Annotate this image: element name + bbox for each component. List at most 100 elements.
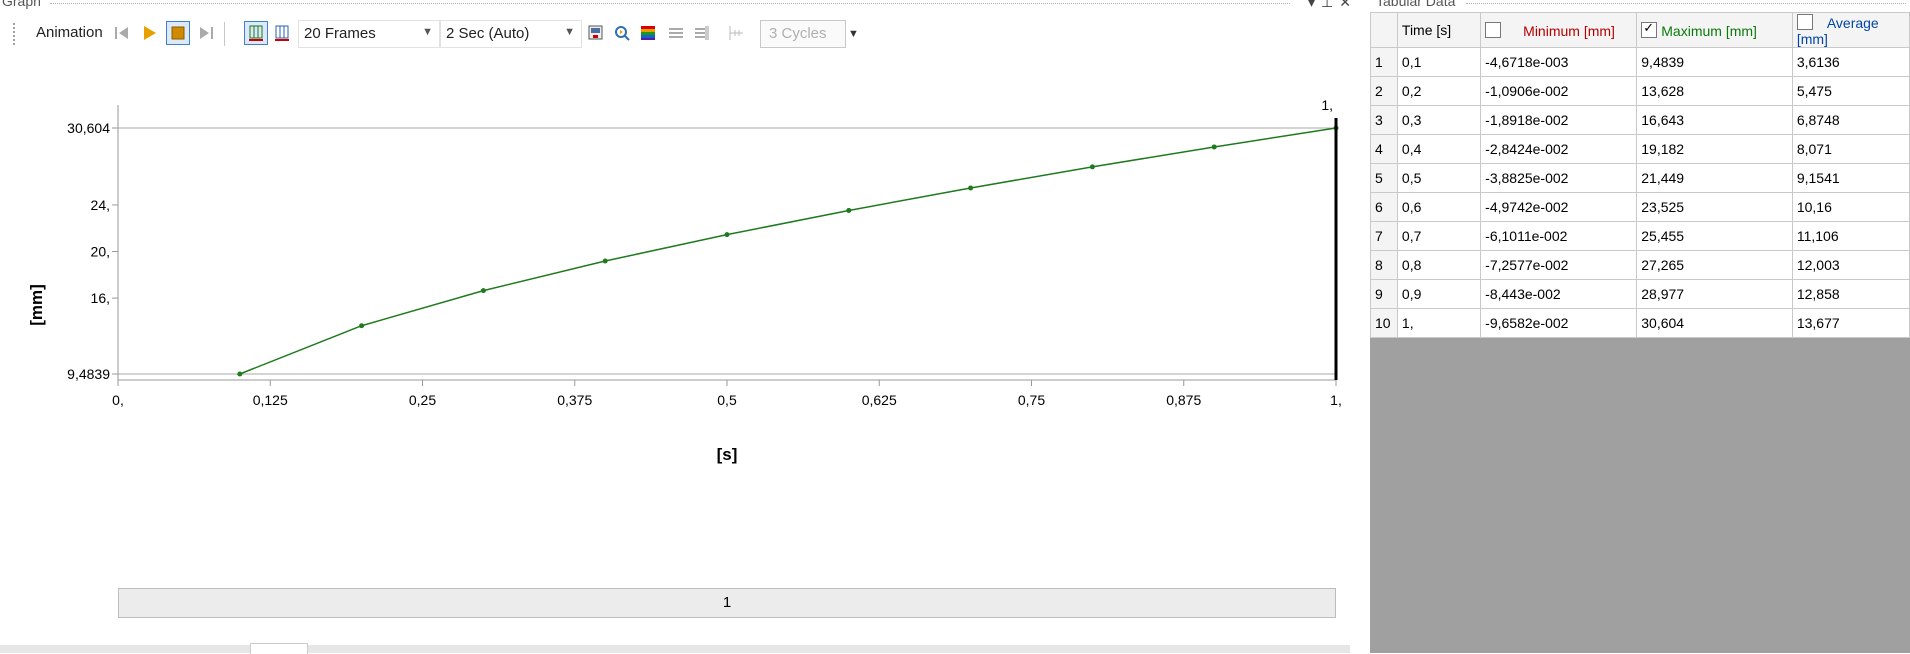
minimum-cell: -1,8918e-002 bbox=[1480, 105, 1638, 135]
table-row[interactable]: 5 0,5 -3,8825e-002 21,449 9,1541 bbox=[1370, 163, 1910, 193]
x-tick-label: 0,375 bbox=[557, 392, 592, 408]
average-header-label: Average [mm] bbox=[1796, 14, 1879, 47]
y-tick-label: 30,604 bbox=[67, 120, 110, 136]
cycles-select[interactable]: 3 Cycles bbox=[760, 20, 846, 48]
table-header-row: Time [s] Minimum [mm] Maximum [mm] Avera… bbox=[1370, 12, 1910, 48]
maximum-cell: 16,643 bbox=[1636, 105, 1793, 135]
average-cell: 3,6136 bbox=[1791, 47, 1910, 77]
table-row[interactable]: 8 0,8 -7,2577e-002 27,265 12,003 bbox=[1370, 250, 1910, 280]
maximum-header-label: Maximum [mm] bbox=[1661, 22, 1757, 39]
toolbar-grip[interactable] bbox=[12, 22, 16, 46]
maximum-cell: 19,182 bbox=[1636, 134, 1793, 164]
row-number-cell: 3 bbox=[1370, 105, 1398, 135]
average-checkbox[interactable] bbox=[1796, 13, 1813, 30]
time-column-header[interactable]: Time [s] bbox=[1396, 12, 1482, 48]
row-number-cell: 2 bbox=[1370, 76, 1398, 106]
previous-frame-icon[interactable] bbox=[110, 21, 134, 45]
row-number-cell: 9 bbox=[1370, 279, 1398, 309]
average-cell: 5,475 bbox=[1791, 76, 1910, 106]
y-tick-label: 16, bbox=[91, 290, 110, 306]
x-tick-label: 0,25 bbox=[409, 392, 436, 408]
x-tick-label: 0,875 bbox=[1166, 392, 1201, 408]
pin-icon[interactable]: ⊥ bbox=[1321, 0, 1340, 10]
y-tick-label: 24, bbox=[91, 197, 110, 213]
average-cell: 9,1541 bbox=[1791, 163, 1910, 193]
next-frame-icon[interactable] bbox=[194, 21, 218, 45]
minimum-header-label: Minimum [mm] bbox=[1523, 22, 1615, 39]
frames-select-value: 20 Frames bbox=[304, 25, 376, 42]
chevron-down-icon: ▼ bbox=[422, 26, 433, 38]
row-number-cell: 10 bbox=[1370, 308, 1398, 338]
dropdown-arrow-icon[interactable]: ▾ bbox=[1308, 0, 1322, 10]
maximum-column-header[interactable]: Maximum [mm] bbox=[1636, 12, 1793, 48]
minimum-cell: -2,8424e-002 bbox=[1480, 134, 1638, 164]
time-cell: 0,9 bbox=[1396, 279, 1482, 309]
minimum-cell: -7,2577e-002 bbox=[1480, 250, 1638, 280]
bottom-tab[interactable] bbox=[250, 643, 308, 654]
previous-cycle-icon[interactable] bbox=[664, 21, 688, 45]
minimum-cell: -6,1011e-002 bbox=[1480, 221, 1638, 251]
toolbar-separator bbox=[224, 22, 225, 46]
cycles-icon[interactable] bbox=[724, 21, 748, 45]
displacement-chart: [mm] 9,4839 16, 20, 24, 30,604 0, 0,125 0,25 0,… bbox=[27, 97, 1342, 464]
next-cycle-icon[interactable] bbox=[690, 21, 714, 45]
table-row[interactable]: 2 0,2 -1,0906e-002 13,628 5,475 bbox=[1370, 76, 1910, 106]
minimum-cell: -9,6582e-002 bbox=[1480, 308, 1638, 338]
maximum-cell: 13,628 bbox=[1636, 76, 1793, 106]
table-row[interactable]: 9 0,9 -8,443e-002 28,977 12,858 bbox=[1370, 279, 1910, 309]
duration-select[interactable]: 2 Sec (Auto) ▼ bbox=[440, 20, 582, 48]
time-cell: 0,8 bbox=[1396, 250, 1482, 280]
time-cell: 1, bbox=[1396, 308, 1482, 338]
minimum-column-header[interactable]: Minimum [mm] bbox=[1480, 12, 1638, 48]
close-icon[interactable]: ✕ bbox=[1339, 0, 1357, 10]
result-sets-icon[interactable] bbox=[270, 21, 294, 45]
average-cell: 13,677 bbox=[1791, 308, 1910, 338]
maximum-cell: 25,455 bbox=[1636, 221, 1793, 251]
zoom-to-fit-icon[interactable] bbox=[610, 21, 634, 45]
data-point bbox=[237, 371, 243, 377]
table-row[interactable]: 7 0,7 -6,1011e-002 25,455 11,106 bbox=[1370, 221, 1910, 251]
row-number-header bbox=[1370, 12, 1398, 48]
play-icon[interactable] bbox=[137, 21, 161, 45]
row-number-cell: 5 bbox=[1370, 163, 1398, 193]
x-tick-label: 1, bbox=[1330, 392, 1342, 408]
time-cell: 0,4 bbox=[1396, 134, 1482, 164]
duration-select-value: 2 Sec (Auto) bbox=[446, 25, 530, 42]
maximum-cell: 9,4839 bbox=[1636, 47, 1793, 77]
y-tick-label: 20, bbox=[91, 244, 110, 260]
row-number-cell: 1 bbox=[1370, 47, 1398, 77]
maximum-checkbox[interactable] bbox=[1641, 20, 1658, 38]
minimum-cell: -3,8825e-002 bbox=[1480, 163, 1638, 193]
frames-select[interactable]: 20 Frames ▼ bbox=[298, 20, 440, 48]
tabular-panel-title: Tabular Data bbox=[1376, 0, 1456, 9]
average-cell: 8,071 bbox=[1791, 134, 1910, 164]
series-line-maximum bbox=[239, 127, 1337, 375]
minimum-cell: -4,6718e-003 bbox=[1480, 47, 1638, 77]
table-row[interactable]: 1 0,1 -4,6718e-003 9,4839 3,6136 bbox=[1370, 47, 1910, 77]
table-row[interactable]: 6 0,6 -4,9742e-002 23,525 10,16 bbox=[1370, 192, 1910, 222]
cursor-label: 1, bbox=[1321, 97, 1333, 113]
distributed-frames-icon[interactable] bbox=[244, 21, 268, 45]
average-cell: 12,858 bbox=[1791, 279, 1910, 309]
table-row[interactable]: 4 0,4 -2,8424e-002 19,182 8,071 bbox=[1370, 134, 1910, 164]
average-cell: 11,106 bbox=[1791, 221, 1910, 251]
export-video-icon[interactable] bbox=[584, 21, 608, 45]
tabular-data-panel: Time [s] Minimum [mm] Maximum [mm] Avera… bbox=[1370, 12, 1910, 653]
time-slider[interactable]: 1 bbox=[118, 588, 1336, 618]
y-tick-label: 9,4839 bbox=[67, 366, 110, 382]
stop-icon[interactable] bbox=[166, 21, 190, 45]
toolbar-overflow-icon[interactable]: ▼ bbox=[848, 28, 859, 40]
maximum-cell: 30,604 bbox=[1636, 308, 1793, 338]
data-point bbox=[846, 207, 852, 213]
average-cell: 10,16 bbox=[1791, 192, 1910, 222]
row-number-cell: 7 bbox=[1370, 221, 1398, 251]
table-row[interactable]: 10 1, -9,6582e-002 30,604 13,677 bbox=[1370, 308, 1910, 338]
time-header-label: Time [s] bbox=[1401, 22, 1452, 38]
table-row[interactable]: 3 0,3 -1,8918e-002 16,643 6,8748 bbox=[1370, 105, 1910, 135]
color-legend-icon[interactable] bbox=[636, 21, 660, 45]
average-column-header[interactable]: Average [mm] bbox=[1791, 12, 1910, 48]
x-tick-label: 0,625 bbox=[862, 392, 897, 408]
minimum-checkbox[interactable] bbox=[1485, 21, 1502, 38]
time-cell: 0,1 bbox=[1396, 47, 1482, 77]
chevron-down-icon: ▼ bbox=[564, 26, 575, 38]
